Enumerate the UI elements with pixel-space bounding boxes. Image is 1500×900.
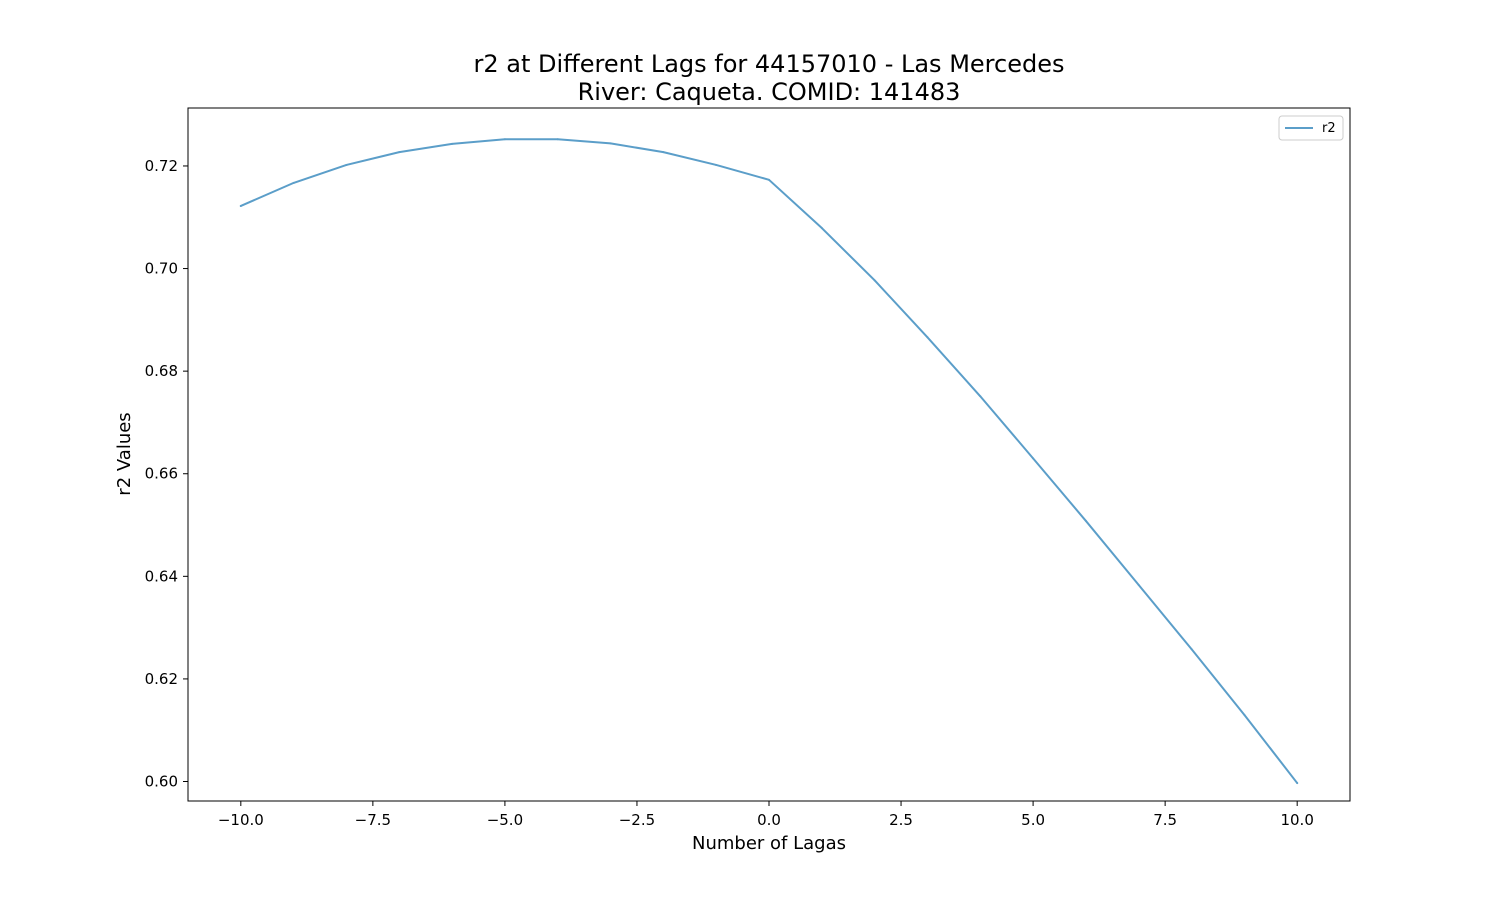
x-tick-label: 0.0: [757, 811, 781, 829]
data-point-r2: [1032, 457, 1035, 460]
y-tick-label: 0.72: [145, 157, 178, 175]
data-point-r2: [873, 279, 876, 282]
x-tick-label: 2.5: [889, 811, 913, 829]
data-point-r2: [979, 395, 982, 398]
x-tick-label: −5.0: [487, 811, 523, 829]
data-point-r2: [503, 138, 506, 141]
y-tick-label: 0.70: [145, 260, 178, 278]
legend-label-r2: r2: [1322, 121, 1336, 136]
plot-frame: [187, 107, 1351, 802]
series-layer: [239, 138, 1299, 785]
data-point-r2: [556, 138, 559, 141]
x-tick-label: 10.0: [1280, 811, 1313, 829]
y-axis-label: r2 Values: [114, 412, 135, 495]
data-point-r2: [451, 142, 454, 145]
y-tick-label: 0.64: [145, 567, 178, 585]
data-point-r2: [292, 181, 295, 184]
data-point-r2: [1243, 713, 1246, 716]
data-point-r2: [1296, 782, 1299, 785]
x-axis-label: Number of Lagas: [692, 833, 846, 854]
plot-area: [188, 108, 1350, 801]
data-point-r2: [398, 151, 401, 154]
data-point-r2: [768, 178, 770, 181]
data-point-r2: [1137, 584, 1140, 587]
chart-subtitle: River: Caqueta. COMID: 141483: [578, 78, 961, 106]
data-point-r2: [820, 227, 823, 230]
data-point-r2: [662, 151, 665, 154]
chart-title: r2 at Different Lags for 44157010 - Las …: [474, 50, 1065, 78]
x-tick-label: −10.0: [218, 811, 264, 829]
data-point-r2: [239, 204, 242, 207]
x-tick-label: −2.5: [619, 811, 655, 829]
data-point-r2: [345, 163, 348, 166]
y-tick-label: 0.68: [145, 362, 178, 380]
x-axis-ticks: −10.0 −7.5 −5.0 −2.5 0.0 2.5 5.0 7.5 10.0: [218, 801, 1314, 829]
y-tick-label: 0.66: [145, 465, 178, 483]
data-point-r2: [1084, 519, 1087, 522]
data-point-r2: [609, 142, 612, 145]
data-point-r2: [715, 163, 718, 166]
x-tick-label: 5.0: [1021, 811, 1045, 829]
data-point-r2: [926, 336, 929, 339]
y-tick-label: 0.62: [145, 670, 178, 688]
y-axis-ticks: 0.60 0.62 0.64 0.66 0.68 0.70 0.72: [145, 157, 188, 791]
data-point-r2: [1190, 648, 1193, 651]
legend: r2: [1278, 115, 1344, 141]
x-tick-label: 7.5: [1153, 811, 1177, 829]
x-tick-label: −7.5: [355, 811, 391, 829]
y-tick-label: 0.60: [145, 773, 178, 791]
